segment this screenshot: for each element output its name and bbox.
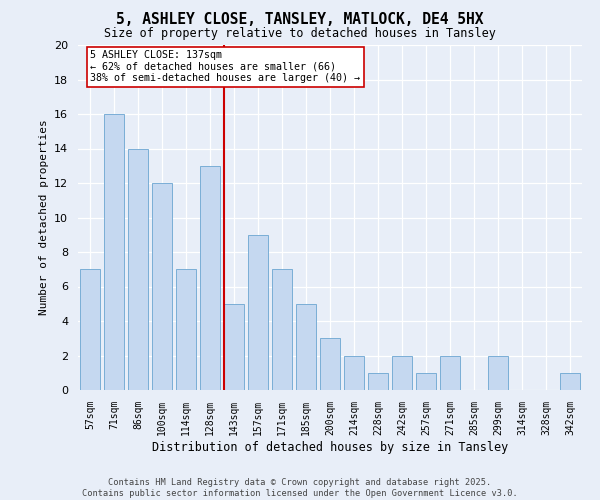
Bar xyxy=(416,373,436,390)
Bar xyxy=(80,269,100,390)
Bar xyxy=(104,114,124,390)
Y-axis label: Number of detached properties: Number of detached properties xyxy=(38,120,49,316)
Bar xyxy=(128,148,148,390)
Bar xyxy=(200,166,220,390)
Bar xyxy=(440,356,460,390)
Text: Size of property relative to detached houses in Tansley: Size of property relative to detached ho… xyxy=(104,28,496,40)
Text: Contains HM Land Registry data © Crown copyright and database right 2025.
Contai: Contains HM Land Registry data © Crown c… xyxy=(82,478,518,498)
Bar xyxy=(152,183,172,390)
Bar xyxy=(320,338,340,390)
Bar xyxy=(488,356,508,390)
Text: 5 ASHLEY CLOSE: 137sqm
← 62% of detached houses are smaller (66)
38% of semi-det: 5 ASHLEY CLOSE: 137sqm ← 62% of detached… xyxy=(91,50,361,84)
Bar xyxy=(368,373,388,390)
Bar xyxy=(392,356,412,390)
Bar xyxy=(296,304,316,390)
X-axis label: Distribution of detached houses by size in Tansley: Distribution of detached houses by size … xyxy=(152,440,508,454)
Bar xyxy=(248,235,268,390)
Bar xyxy=(176,269,196,390)
Bar xyxy=(560,373,580,390)
Bar xyxy=(224,304,244,390)
Text: 5, ASHLEY CLOSE, TANSLEY, MATLOCK, DE4 5HX: 5, ASHLEY CLOSE, TANSLEY, MATLOCK, DE4 5… xyxy=(116,12,484,28)
Bar xyxy=(272,269,292,390)
Bar xyxy=(344,356,364,390)
